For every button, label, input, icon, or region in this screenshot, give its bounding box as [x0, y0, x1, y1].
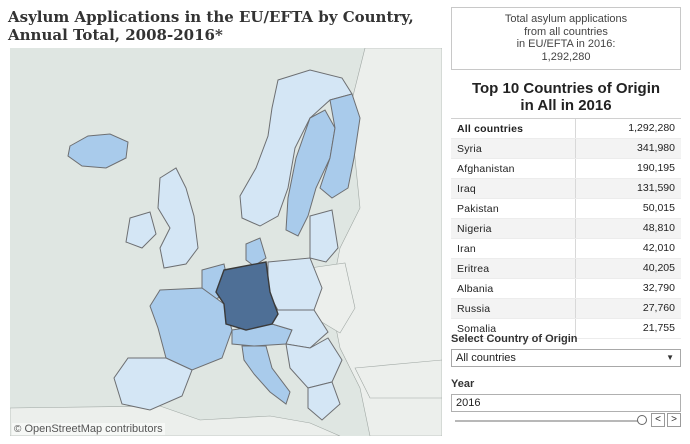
row-country: Syria — [457, 142, 482, 155]
country-italy[interactable] — [241, 345, 291, 405]
total-applications-box: Total asylum applications from all count… — [451, 7, 681, 70]
table-row[interactable]: Afghanistan 190,195 — [451, 159, 681, 179]
row-value: 21,755 — [575, 319, 681, 338]
row-country: Iran — [457, 242, 476, 255]
country-balkans[interactable] — [285, 337, 343, 389]
year-filter-label: Year — [451, 378, 475, 390]
country-baltics[interactable] — [309, 209, 339, 263]
row-country: Somalia — [457, 322, 497, 335]
chevron-down-icon[interactable]: ▼ — [666, 353, 674, 362]
table-row[interactable]: Iran 42,010 — [451, 239, 681, 259]
origin-filter-label: Select Country of Origin — [451, 333, 578, 345]
table-row[interactable]: Albania 32,790 — [451, 279, 681, 299]
choropleth-map[interactable]: © OpenStreetMap contributors — [10, 48, 442, 436]
country-united-kingdom[interactable] — [157, 167, 199, 269]
table-row[interactable]: Somalia 21,755 — [451, 319, 681, 339]
year-slider-thumb[interactable] — [637, 415, 647, 425]
top10-heading: Top 10 Countries of Origin in All in 201… — [451, 80, 681, 114]
origin-select[interactable]: All countries ▼ — [451, 349, 681, 367]
table-row[interactable]: All countries 1,292,280 — [451, 119, 681, 139]
country-denmark[interactable] — [245, 237, 267, 267]
country-iceland[interactable] — [67, 133, 129, 169]
page-title: Asylum Applications in the EU/EFTA by Co… — [8, 8, 414, 44]
row-country: Afghanistan — [457, 162, 515, 175]
table-row[interactable]: Syria 341,980 — [451, 139, 681, 159]
row-value: 190,195 — [575, 159, 681, 178]
year-next-button[interactable]: > — [667, 413, 681, 427]
row-country: Nigeria — [457, 222, 492, 235]
row-country: Iraq — [457, 182, 476, 195]
map-attribution[interactable]: © OpenStreetMap contributors — [12, 423, 165, 435]
total-line-2: from all countries — [524, 25, 608, 38]
year-slider-track[interactable] — [455, 420, 641, 422]
row-value: 131,590 — [575, 179, 681, 198]
origin-select-value: All countries — [456, 352, 516, 364]
year-input[interactable]: 2016 — [451, 394, 681, 412]
table-row[interactable]: Russia 27,760 — [451, 299, 681, 319]
row-value: 42,010 — [575, 239, 681, 258]
row-country: Eritrea — [457, 262, 490, 275]
top10-heading-line1: Top 10 Countries of Origin — [471, 80, 661, 97]
row-value: 32,790 — [575, 279, 681, 298]
row-value: 1,292,280 — [575, 119, 681, 138]
country-france[interactable] — [149, 287, 233, 371]
table-row[interactable]: Iraq 131,590 — [451, 179, 681, 199]
table-row[interactable]: Eritrea 40,205 — [451, 259, 681, 279]
year-prev-button[interactable]: < — [651, 413, 665, 427]
year-value: 2016 — [456, 397, 481, 409]
total-line-3: in EU/EFTA in 2016: — [516, 38, 616, 50]
total-value: 1,292,280 — [541, 50, 591, 63]
row-country: Albania — [457, 282, 494, 295]
country-finland[interactable] — [319, 93, 361, 199]
copyright-icon: © — [14, 424, 22, 435]
row-country: Russia — [457, 302, 491, 315]
top10-heading-line2: in All in 2016 — [520, 97, 612, 114]
country-ireland[interactable] — [125, 211, 157, 249]
row-value: 27,760 — [575, 299, 681, 318]
row-value: 48,810 — [575, 219, 681, 238]
row-country: All countries — [457, 122, 524, 135]
turkey-region — [354, 359, 442, 399]
map-attribution-text: OpenStreetMap contributors — [24, 423, 163, 435]
total-line-1: Total asylum applications — [504, 13, 628, 25]
table-row[interactable]: Pakistan 50,015 — [451, 199, 681, 219]
country-iberia[interactable] — [113, 357, 193, 411]
map-canvas[interactable] — [10, 48, 442, 436]
row-value: 40,205 — [575, 259, 681, 278]
row-value: 50,015 — [575, 199, 681, 218]
country-greece[interactable] — [307, 381, 341, 421]
table-row[interactable]: Nigeria 48,810 — [451, 219, 681, 239]
row-value: 341,980 — [575, 139, 681, 158]
country-germany[interactable] — [215, 261, 279, 331]
row-country: Pakistan — [457, 202, 499, 215]
top10-table: All countries 1,292,280 Syria 341,980 Afgh… — [451, 118, 681, 339]
country-norway[interactable] — [239, 69, 353, 227]
country-sweden[interactable] — [285, 109, 336, 237]
